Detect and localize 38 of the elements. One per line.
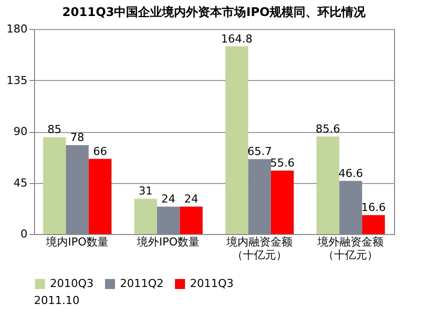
bar	[316, 136, 340, 234]
data-label: 24	[184, 192, 198, 206]
data-label: 24	[161, 192, 176, 206]
bar	[43, 137, 66, 234]
bar	[362, 215, 385, 234]
data-label: 46.6	[338, 166, 363, 180]
bar	[180, 206, 203, 234]
bar	[88, 158, 112, 234]
legend-label: 2011Q2	[120, 277, 164, 290]
y-tick-label: 135	[6, 74, 28, 87]
x-tick-label: 境外融资金额（十亿元）	[316, 236, 384, 262]
data-label: 85.6	[316, 122, 340, 136]
legend-label: 2011Q3	[190, 277, 234, 290]
bar	[248, 159, 271, 234]
data-label: 164.8	[221, 32, 253, 46]
bar	[66, 145, 89, 234]
bar	[225, 46, 248, 234]
y-tick-label: 0	[20, 228, 28, 240]
bar	[157, 206, 180, 234]
x-tick-label: 境外IPO数量	[136, 236, 200, 248]
x-tick-label: 境内IPO数量	[45, 236, 109, 248]
data-label: 31	[138, 184, 153, 198]
bar	[339, 180, 362, 234]
x-tick-label: 境内融资金额（十亿元）	[226, 236, 293, 262]
chart-title: 2011Q3中国企业境内外资本市场IPO规模同、环比情况	[62, 5, 367, 19]
data-label: 78	[70, 131, 84, 144]
data-label: 55.6	[270, 156, 295, 170]
legend-label: 2010Q3	[50, 277, 94, 290]
bar	[134, 198, 158, 234]
data-label: 65.7	[247, 145, 272, 158]
data-label: 16.6	[361, 201, 386, 214]
y-tick-label: 45	[14, 176, 28, 190]
data-label: 85	[48, 123, 62, 136]
text: 2011.10	[34, 294, 80, 307]
y-tick-label: 180	[6, 22, 28, 36]
bar	[270, 170, 294, 234]
data-label: 66	[93, 144, 108, 158]
y-tick-label: 90	[14, 125, 28, 138]
